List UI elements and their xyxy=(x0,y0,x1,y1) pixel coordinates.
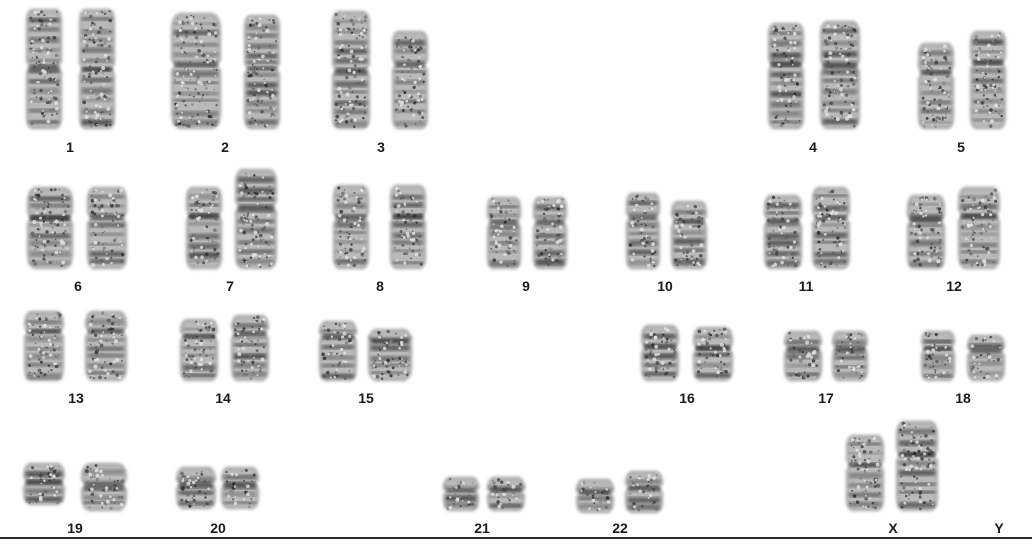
chromosome-6-b xyxy=(87,187,127,269)
chromosome-4-a xyxy=(768,23,804,129)
chromosome-12-b xyxy=(958,187,1000,269)
chromosome-1-b xyxy=(79,9,115,129)
chromosome-22-a xyxy=(576,479,614,513)
chromosome-17-a xyxy=(784,331,822,381)
chromosome-label-x: X xyxy=(888,520,898,536)
chromosome-3-b xyxy=(392,31,428,129)
chromosome-10-a xyxy=(626,193,660,269)
chromosome-label-13: 13 xyxy=(68,390,84,406)
chromosome-pair-14 xyxy=(180,315,269,381)
bottom-divider xyxy=(0,537,1032,539)
chromosome-6-a xyxy=(27,187,73,269)
chromosome-pair-19 xyxy=(23,463,127,511)
chromosome-pair-9 xyxy=(487,197,567,269)
chromosome-11-b xyxy=(812,187,850,269)
chromosome-label-21: 21 xyxy=(474,520,490,536)
chromosome-16-a xyxy=(641,325,679,381)
chromosome-pair-6 xyxy=(27,187,127,269)
chromosome-17-b xyxy=(832,331,868,381)
chromosome-label-18: 18 xyxy=(955,390,971,406)
chromosome-20-b xyxy=(221,467,259,509)
chromosome-pair-4 xyxy=(768,21,860,129)
chromosome-pair-7 xyxy=(186,169,277,269)
chromosome-pair-3 xyxy=(332,11,428,129)
chromosome-label-8: 8 xyxy=(376,278,384,294)
chromosome-13-a xyxy=(24,311,64,381)
chromosome-18-b xyxy=(967,335,1005,381)
chromosome-2-a xyxy=(171,13,221,129)
chromosome-label-2: 2 xyxy=(221,139,229,155)
chromosome-label-19: 19 xyxy=(67,520,83,536)
chromosome-label-4: 4 xyxy=(809,139,817,155)
chromosome-label-9: 9 xyxy=(522,278,530,294)
chromosome-11-a xyxy=(764,195,802,269)
chromosome-pair-10 xyxy=(626,193,707,269)
chromosome-9-a xyxy=(487,197,521,269)
chromosome-2-b xyxy=(244,15,280,129)
chromosome-5-b xyxy=(970,31,1006,129)
chromosome-x-a xyxy=(846,435,884,511)
chromosome-12-a xyxy=(907,195,945,269)
chromosome-label-7: 7 xyxy=(226,278,234,294)
chromosome-label-14: 14 xyxy=(215,390,231,406)
chromosome-8-b xyxy=(390,185,426,269)
chromosome-pair-11 xyxy=(764,187,850,269)
chromosome-21-a xyxy=(443,477,479,511)
chromosome-1-a xyxy=(26,9,62,129)
chromosome-label-12: 12 xyxy=(946,278,962,294)
chromosome-label-5: 5 xyxy=(957,139,965,155)
chromosome-pair-2 xyxy=(171,13,280,129)
chromosome-label-20: 20 xyxy=(210,520,226,536)
chromosome-label-16: 16 xyxy=(679,390,695,406)
chromosome-7-a xyxy=(186,187,222,269)
chromosome-18-a xyxy=(921,331,955,381)
chromosome-10-b xyxy=(671,201,707,269)
chromosome-pair-8 xyxy=(333,185,426,269)
chromosome-7-b xyxy=(235,169,277,269)
chromosome-pair-13 xyxy=(24,311,127,381)
chromosome-pair-x xyxy=(846,421,938,511)
chromosome-22-b xyxy=(625,471,663,513)
chromosome-pair-17 xyxy=(784,331,868,381)
chromosome-3-a xyxy=(332,11,370,129)
chromosome-15-b xyxy=(368,329,412,381)
chromosome-label-y: Y xyxy=(994,520,1004,536)
chromosome-label-15: 15 xyxy=(358,390,374,406)
chromosome-19-a xyxy=(23,463,65,505)
chromosome-14-b xyxy=(231,315,269,381)
chromosome-pair-1 xyxy=(26,9,115,129)
chromosome-label-11: 11 xyxy=(798,278,814,294)
chromosome-label-3: 3 xyxy=(377,139,385,155)
chromosome-9-b xyxy=(533,197,567,269)
chromosome-pair-5 xyxy=(918,31,1006,129)
chromosome-5-a xyxy=(918,43,954,129)
chromosome-16-b xyxy=(693,327,733,381)
chromosome-21-b xyxy=(487,477,525,511)
chromosome-pair-15 xyxy=(319,321,412,381)
chromosome-label-10: 10 xyxy=(657,278,673,294)
chromosome-15-a xyxy=(319,321,357,381)
chromosome-13-b xyxy=(85,311,127,381)
chromosome-pair-18 xyxy=(921,331,1005,381)
chromosome-20-a xyxy=(176,467,216,509)
chromosome-pair-21 xyxy=(443,477,525,511)
chromosome-14-a xyxy=(180,319,218,381)
chromosome-4-b xyxy=(820,21,860,129)
chromosome-8-a xyxy=(333,185,369,269)
chromosome-pair-16 xyxy=(641,325,733,381)
chromosome-pair-12 xyxy=(907,187,1000,269)
chromosome-label-6: 6 xyxy=(74,278,82,294)
chromosome-label-1: 1 xyxy=(66,139,74,155)
chromosome-pair-20 xyxy=(176,467,259,509)
chromosome-x-b xyxy=(896,421,938,511)
chromosome-19-b xyxy=(81,463,127,511)
chromosome-label-22: 22 xyxy=(612,520,628,536)
chromosome-label-17: 17 xyxy=(818,390,834,406)
chromosome-pair-22 xyxy=(576,471,663,513)
